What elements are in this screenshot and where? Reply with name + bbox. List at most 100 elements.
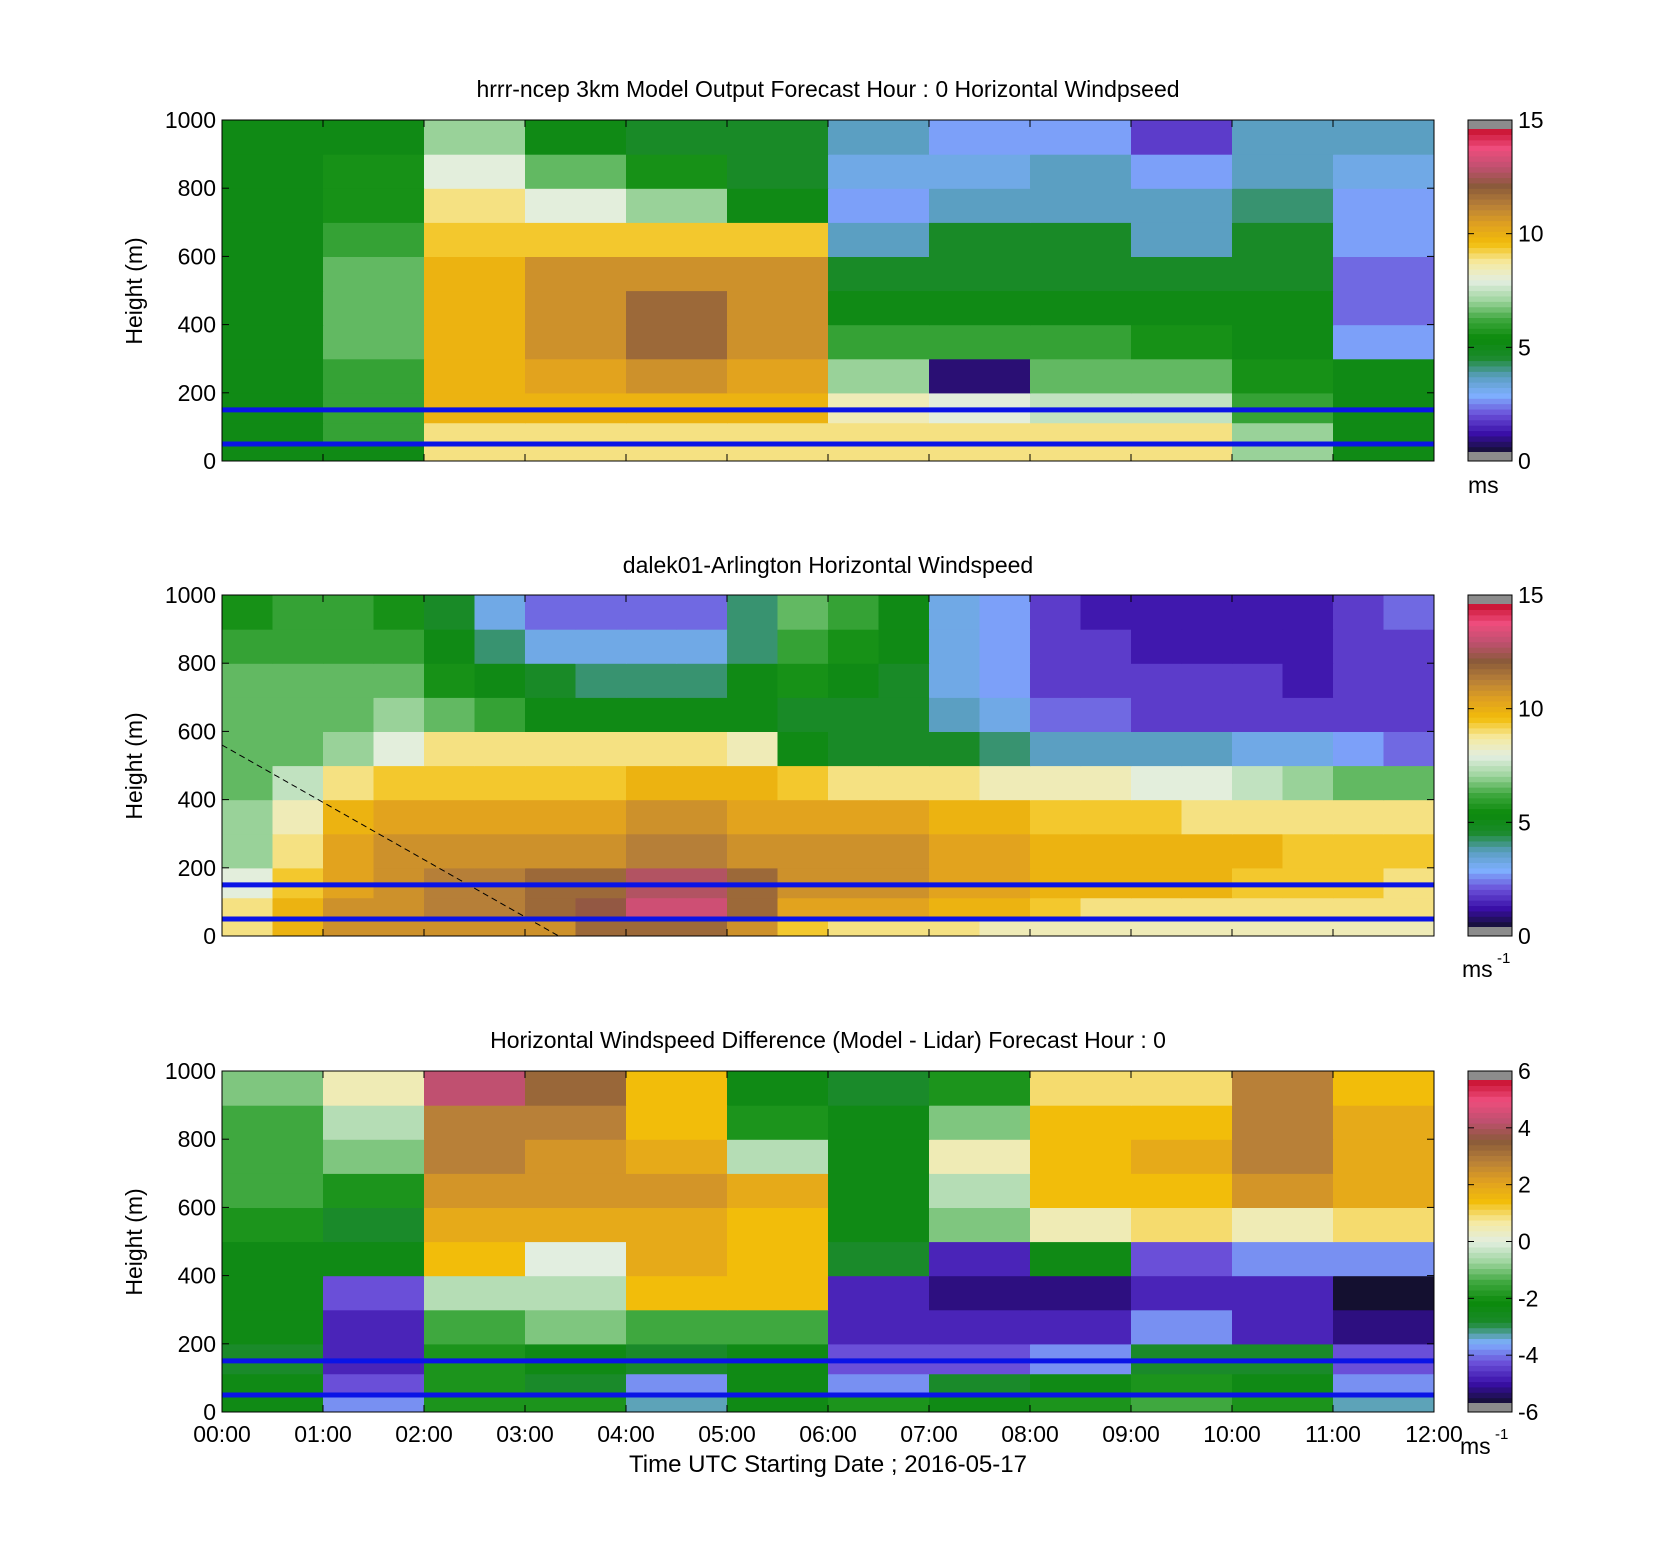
heatmap-cell	[727, 1105, 829, 1140]
heatmap-cell	[727, 1241, 829, 1277]
heatmap-cell	[878, 833, 930, 869]
x-tick-label: 08:00	[1001, 1421, 1059, 1447]
heatmap-cell	[727, 897, 779, 920]
heatmap-cell	[323, 1207, 425, 1243]
heatmap-cell	[323, 595, 375, 630]
colorbar-segment	[1468, 139, 1512, 146]
colorbar-segment	[1468, 1370, 1512, 1377]
colorbar-tick-label: -4	[1518, 1342, 1539, 1368]
heatmap-cell	[777, 765, 829, 801]
heatmap-cell	[1383, 765, 1434, 801]
heatmap-cell	[626, 222, 728, 257]
colorbar-segment	[1468, 1246, 1512, 1253]
heatmap-cell	[424, 188, 526, 223]
heatmap-cell	[373, 833, 425, 869]
colorbar-segment	[1468, 1080, 1512, 1086]
colorbar-segment	[1468, 155, 1512, 162]
heatmap-cell	[626, 290, 728, 326]
colorbar-unit-label: ms	[1468, 472, 1499, 498]
colorbar-segment	[1468, 258, 1512, 265]
heatmap-cell	[1232, 897, 1284, 920]
heatmap-cell	[1232, 918, 1284, 936]
heatmap-cell	[1131, 1275, 1233, 1311]
heatmap-cell	[1232, 1241, 1334, 1277]
heatmap-cell	[676, 697, 728, 732]
colorbar-segment	[1468, 1300, 1512, 1307]
heatmap-cell	[474, 897, 526, 920]
x-axis-ticks	[221, 120, 1435, 461]
colorbar-segment	[1468, 673, 1512, 680]
x-tick-label: 09:00	[1102, 1421, 1160, 1447]
heatmap-cell	[272, 833, 324, 869]
heatmap-cell	[1383, 897, 1434, 920]
colorbar-segment	[1468, 295, 1512, 302]
heatmap-cell	[828, 358, 930, 394]
heatmap-cell	[777, 731, 829, 767]
colorbar-segment	[1468, 247, 1512, 254]
heatmap-cell	[1282, 697, 1334, 732]
colorbar-segment	[1468, 824, 1512, 831]
heatmap-cell	[777, 629, 829, 664]
heatmap-cell	[323, 324, 425, 360]
heatmap-cell	[676, 918, 728, 936]
heatmap-cell	[1232, 290, 1334, 326]
heatmap-cell	[575, 765, 627, 801]
heatmap-cell	[828, 1394, 930, 1412]
heatmap-cell	[1080, 595, 1132, 630]
heatmap-cell	[1333, 256, 1434, 292]
x-tick-label: 07:00	[900, 1421, 958, 1447]
heatmap-cell	[777, 663, 829, 698]
y-tick-label: 200	[178, 1331, 216, 1357]
heatmap-cell	[1333, 799, 1385, 835]
colorbar-unit-exponent: -1	[1495, 1426, 1508, 1443]
colorbar-frame	[1467, 594, 1513, 937]
heatmap-cell	[1131, 731, 1183, 767]
y-tick-label: 600	[178, 243, 216, 269]
heatmap-cell	[1232, 443, 1334, 461]
heatmap-cell	[828, 629, 880, 664]
heatmap-cell	[272, 697, 324, 732]
heatmap-cell	[424, 1139, 526, 1174]
heatmap-cell	[1383, 629, 1434, 664]
heatmap-cell	[424, 918, 476, 936]
heatmap-cell	[1030, 1173, 1132, 1208]
colorbar-segment	[1468, 1349, 1512, 1356]
panel-model-output: hrrr-ncep 3km Model Output Forecast Hour…	[121, 76, 1544, 498]
heatmap-cell	[828, 222, 930, 257]
heatmap-cell	[1333, 154, 1434, 189]
heatmap-cell	[1383, 833, 1434, 869]
heatmap-cell	[1282, 918, 1334, 936]
colorbar-segment	[1468, 636, 1512, 643]
heatmap-cell	[424, 358, 526, 394]
heatmap-cell	[979, 697, 1031, 732]
heatmap-cell	[1080, 765, 1132, 801]
heatmap-cell	[929, 833, 981, 869]
colorbar-segment	[1468, 1123, 1512, 1130]
y-tick-label: 200	[178, 855, 216, 881]
colorbar-segment	[1468, 279, 1512, 286]
heatmap-cell	[777, 918, 829, 936]
heatmap-cell	[323, 1105, 425, 1140]
heatmap-cell	[727, 1173, 829, 1208]
heatmap-cell	[1232, 629, 1284, 664]
heatmap-cell	[272, 595, 324, 630]
colorbar-segment	[1468, 1236, 1512, 1243]
colorbar-segment	[1468, 641, 1512, 648]
y-tick-label: 600	[178, 718, 216, 744]
heatmap-cell	[828, 897, 880, 920]
heatmap-cell	[1131, 765, 1183, 801]
colorbar-segment	[1468, 1117, 1512, 1124]
heatmap-cell	[323, 1275, 425, 1311]
heatmap-cell	[323, 222, 425, 257]
panel-title: hrrr-ncep 3km Model Output Forecast Hour…	[476, 76, 1179, 102]
heatmap-cell	[626, 154, 728, 189]
colorbar-segment	[1468, 1343, 1512, 1350]
heatmap-cell	[424, 154, 526, 189]
heatmap-cell	[323, 120, 425, 155]
heatmap-cell	[222, 188, 324, 223]
colorbar-segment	[1468, 722, 1512, 729]
y-tick-label: 1000	[165, 107, 216, 133]
heatmap-cell	[828, 1207, 930, 1243]
x-tick-label: 11:00	[1305, 1421, 1361, 1447]
heatmap-cell	[373, 629, 425, 664]
